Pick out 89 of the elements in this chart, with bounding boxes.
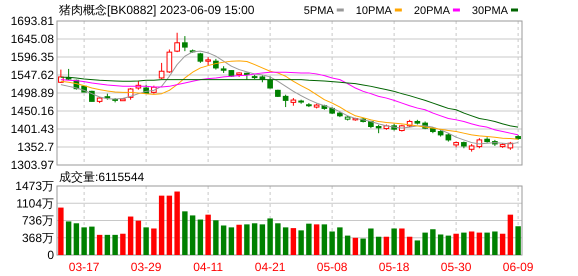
bar [205, 214, 211, 255]
bar [430, 229, 436, 255]
bar [104, 234, 110, 255]
bar [290, 228, 296, 255]
bar [151, 228, 157, 255]
chart-title: 猪肉概念[BK0882] 2023-06-09 15:00 [59, 3, 255, 17]
x-tick-label: 04-11 [193, 260, 224, 274]
bar [81, 227, 87, 255]
bar [314, 224, 320, 255]
x-tick-label: 05-08 [316, 260, 348, 274]
bar [166, 196, 172, 255]
legend-label: 5PMA [304, 5, 334, 17]
bar [461, 232, 467, 255]
x-tick-label: 04-21 [254, 260, 286, 274]
bar [484, 232, 490, 255]
y-tick-label: 1352.7 [17, 140, 54, 154]
bar [96, 234, 102, 255]
bar [500, 234, 506, 255]
x-tick-label: 05-18 [378, 260, 410, 274]
y-tick-label: 1498.89 [10, 86, 54, 100]
bar [329, 231, 335, 255]
bar [267, 218, 273, 255]
bar [376, 236, 382, 255]
bar [120, 234, 126, 255]
bar [128, 216, 134, 255]
candlestick [220, 66, 226, 74]
legend-label: 10PMA [356, 5, 392, 17]
y-tick-label: 1303.97 [10, 158, 54, 172]
bar [190, 215, 196, 255]
y-tick-label: 1693.81 [10, 14, 54, 28]
bar [260, 224, 266, 255]
x-tick-label: 03-17 [68, 260, 100, 274]
bar [446, 236, 452, 255]
bar [508, 214, 514, 255]
bar [66, 221, 72, 255]
legend-label: 20PMA [414, 5, 451, 17]
bar [515, 226, 521, 255]
bar [453, 234, 459, 255]
legend-label: 30PMA [472, 5, 509, 17]
x-tick-label: 03-29 [130, 260, 162, 274]
bar [399, 228, 405, 255]
bar [158, 196, 164, 255]
bar [74, 223, 80, 255]
y-tick-label: 736万 [22, 214, 54, 228]
bar [220, 225, 226, 255]
bar [468, 231, 474, 255]
y-tick-label: 0 [47, 248, 54, 262]
bar [476, 232, 482, 255]
bar [143, 227, 149, 255]
bar [384, 236, 390, 255]
bar [360, 238, 366, 255]
bar [89, 226, 95, 255]
bar [352, 238, 358, 255]
y-tick-label: 1645.08 [10, 32, 54, 46]
bar [368, 228, 374, 255]
bar [213, 220, 219, 255]
bar [58, 208, 64, 255]
x-tick-label: 05-30 [440, 260, 472, 274]
bar [136, 220, 142, 255]
bar [275, 223, 281, 255]
y-tick-label: 1450.16 [10, 104, 54, 118]
y-tick-label: 1596.35 [10, 50, 54, 64]
bar [337, 227, 343, 255]
y-tick-label: 1104万 [16, 196, 54, 210]
y-tick-label: 1473万 [15, 179, 54, 193]
bar [422, 232, 428, 255]
bar [282, 227, 288, 255]
bar [438, 234, 444, 255]
y-tick-label: 368万 [22, 230, 54, 245]
bar [406, 236, 412, 255]
bar [112, 234, 118, 255]
bar [492, 231, 498, 255]
bar [174, 192, 180, 255]
y-tick-label: 1401.43 [10, 122, 54, 136]
bar [198, 220, 204, 255]
bar [322, 224, 328, 255]
text: 成交量:6115544 [59, 170, 144, 184]
bar [298, 230, 304, 255]
bar [391, 228, 397, 255]
bar [182, 211, 188, 255]
bar [228, 227, 234, 255]
bar [414, 240, 420, 255]
bar [344, 236, 350, 255]
bar [244, 224, 250, 255]
y-tick-label: 1547.62 [10, 68, 54, 82]
bar [236, 224, 242, 255]
bar [306, 224, 312, 255]
x-tick-label: 06-09 [502, 260, 534, 274]
bar [252, 223, 258, 255]
